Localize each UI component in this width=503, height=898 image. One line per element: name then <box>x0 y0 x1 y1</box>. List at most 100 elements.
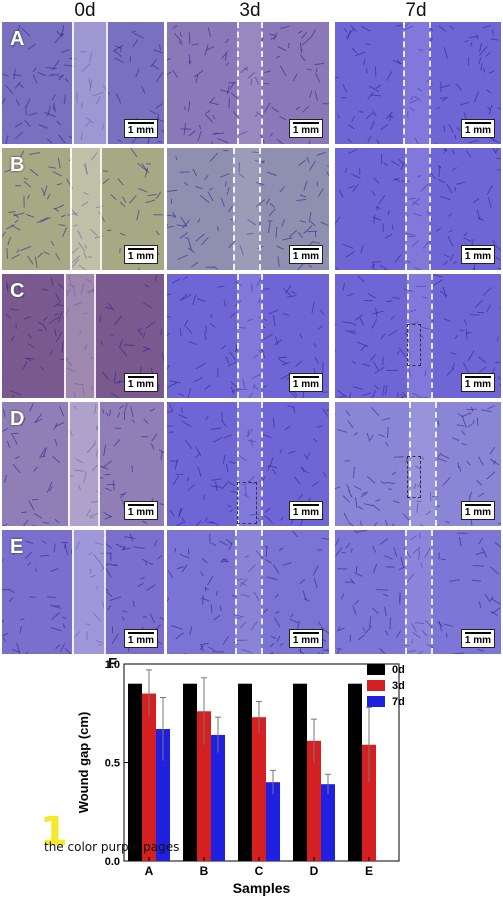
legend-label-3d: 3d <box>392 680 405 692</box>
watermark-text: the color purple pages <box>44 840 180 854</box>
scale-bar-label: 1 mm <box>127 635 154 646</box>
legend-label-0d: 0d <box>392 664 405 676</box>
y-tick-label-1: 0.5 <box>105 758 120 770</box>
legend-swatch-3d <box>367 680 385 691</box>
micrograph-texture <box>167 274 329 398</box>
micrograph-texture <box>2 402 164 526</box>
micrograph-a-3d: 1 mm <box>167 22 329 144</box>
wound-gap-bar-chart: 0.0 0.5 1.0 Wound gap (cm) A B C D E Samples 0d 3d 7… <box>76 659 405 896</box>
bar-0d-D <box>293 683 307 861</box>
micrograph-d-3d: 1 mm <box>167 402 329 526</box>
scale-bar-line <box>464 122 491 124</box>
bar-3d-B <box>197 711 211 861</box>
scale-bar-line <box>292 376 319 378</box>
micrograph-a-0d: A 1 mm <box>2 22 164 144</box>
scale-bar: 1 mm <box>288 373 323 392</box>
scale-bar-label: 1 mm <box>127 125 154 136</box>
micrograph-e-3d: 1 mm <box>167 530 329 654</box>
scale-bar-label: 1 mm <box>127 251 154 262</box>
scale-bar-label: 1 mm <box>292 379 319 390</box>
bar-3d-D <box>307 740 321 861</box>
bar-7d-C <box>266 782 280 861</box>
bar-3d-E <box>362 744 376 861</box>
scale-bar-line <box>464 248 491 250</box>
scale-bar: 1 mm <box>288 629 323 648</box>
bar-7d-B <box>211 734 225 861</box>
scale-bar-line <box>464 504 491 506</box>
row-label-d: D <box>10 408 25 430</box>
scale-bar-line <box>127 376 154 378</box>
wound-edge-line <box>435 402 437 526</box>
x-tick-label-C: C <box>255 864 264 878</box>
wound-edge-line <box>403 22 405 144</box>
wound-edge-line <box>233 148 235 270</box>
bar-7d-A <box>156 729 170 861</box>
scale-bar: 1 mm <box>288 501 323 520</box>
region-of-interest-box <box>237 482 257 524</box>
wound-edge-line <box>237 402 239 526</box>
wound-edge-line <box>104 530 106 654</box>
legend-swatch-7d <box>367 696 385 707</box>
wound-edge-line <box>235 530 237 654</box>
scale-bar-label: 1 mm <box>127 507 154 518</box>
scale-bar-label: 1 mm <box>464 379 491 390</box>
panel-label-f: F <box>108 655 118 672</box>
scale-bar: 1 mm <box>123 629 158 648</box>
bar-0d-A <box>128 683 142 861</box>
scale-bar: 1 mm <box>123 373 158 392</box>
wound-edge-line <box>237 274 239 398</box>
wound-edge-line <box>94 274 96 398</box>
wound-edge-line <box>405 148 407 270</box>
scale-bar-label: 1 mm <box>464 635 491 646</box>
wound-edge-line <box>261 22 263 144</box>
micrograph-d-7d: 1 mm <box>335 402 501 526</box>
scale-bar: 1 mm <box>460 119 495 138</box>
scale-bar: 1 mm <box>460 501 495 520</box>
bar-3d-C <box>252 717 266 861</box>
scale-bar-line <box>464 376 491 378</box>
wound-edge-line <box>261 530 263 654</box>
micrograph-e-0d: E 1 mm <box>2 530 164 654</box>
scale-bar-line <box>292 248 319 250</box>
scale-bar-line <box>127 504 154 506</box>
scale-bar: 1 mm <box>460 245 495 264</box>
x-axis-label: Samples <box>233 880 291 896</box>
scale-bar: 1 mm <box>460 629 495 648</box>
scale-bar-label: 1 mm <box>292 125 319 136</box>
wound-edge-line <box>68 402 70 526</box>
scale-bar-label: 1 mm <box>127 379 154 390</box>
wound-edge-line <box>409 402 411 526</box>
legend-label-7d: 7d <box>392 696 405 708</box>
scale-bar-line <box>127 248 154 250</box>
scale-bar-line <box>127 122 154 124</box>
wound-edge-line <box>98 402 100 526</box>
wound-edge-line <box>72 22 74 144</box>
y-tick-label-2: 1.0 <box>105 659 120 671</box>
scale-bar: 1 mm <box>123 119 158 138</box>
wound-edge-line <box>100 148 102 270</box>
scale-bar: 1 mm <box>288 245 323 264</box>
micrograph-c-3d: 1 mm <box>167 274 329 398</box>
bar-0d-C <box>238 683 252 861</box>
wound-edge-line <box>70 148 72 270</box>
legend-swatch-0d <box>367 664 385 675</box>
scale-bar-line <box>292 504 319 506</box>
wound-edge-line <box>431 530 433 654</box>
micrograph-c-0d: C 1 mm <box>2 274 164 398</box>
wound-edge-line <box>429 22 431 144</box>
wound-edge-line <box>237 22 239 144</box>
x-tick-label-A: A <box>145 864 154 878</box>
wound-edge-line <box>407 274 409 398</box>
wound-edge-line <box>106 22 108 144</box>
x-tick-label-B: B <box>200 864 209 878</box>
scale-bar-line <box>292 122 319 124</box>
wound-edge-line <box>259 148 261 270</box>
region-of-interest-box <box>407 456 421 498</box>
micrograph-e-7d: 1 mm <box>335 530 501 654</box>
row-label-b: B <box>10 154 25 176</box>
scale-bar-label: 1 mm <box>292 507 319 518</box>
wound-edge-line <box>261 274 263 398</box>
y-axis-label: Wound gap (cm) <box>76 712 91 814</box>
micrograph-a-7d: 1 mm <box>335 22 501 144</box>
micrograph-b-0d: B 1 mm <box>2 148 164 270</box>
